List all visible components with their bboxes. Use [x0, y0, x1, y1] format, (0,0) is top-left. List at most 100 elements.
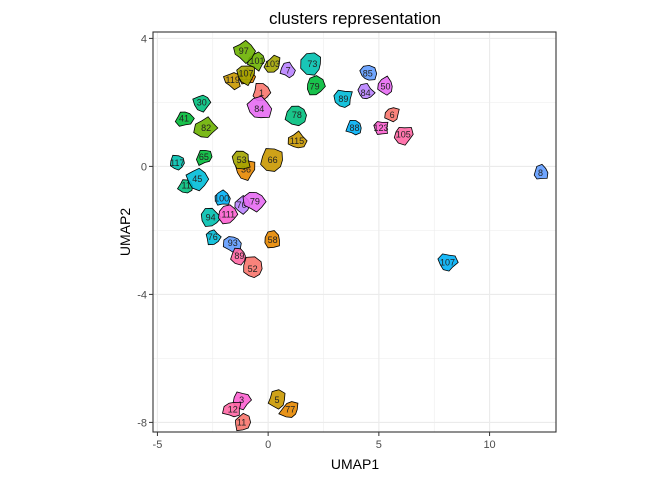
- cluster-115: [287, 130, 308, 149]
- cluster-79: [306, 75, 326, 96]
- cluster-label: 82: [201, 123, 211, 133]
- cluster-label: 100: [214, 193, 229, 203]
- cluster-label: 12: [228, 405, 238, 415]
- cluster-label: 79: [250, 197, 260, 207]
- cluster-label: 76: [208, 232, 218, 242]
- cluster-label: 89: [338, 94, 348, 104]
- cluster-label: 119: [226, 75, 240, 85]
- y-axis-ticks: -8 -4 0 4: [137, 33, 153, 429]
- cluster-label: 117: [170, 158, 184, 168]
- cluster-label: 7: [286, 65, 291, 75]
- x-axis-title: UMAP1: [331, 456, 379, 472]
- cluster-12: [222, 401, 242, 418]
- cluster-11: [235, 412, 252, 432]
- cluster-label: 66: [268, 155, 278, 165]
- y-tick-label: -8: [137, 417, 147, 429]
- cluster-97: [233, 39, 256, 65]
- cluster-105: [393, 126, 414, 146]
- cluster-6: [384, 107, 400, 123]
- cluster-8: [533, 163, 549, 180]
- cluster-label: 65: [199, 152, 209, 162]
- cluster-label: 1: [259, 88, 264, 98]
- plot-panel-border: [152, 31, 557, 433]
- y-tick-label: 0: [141, 161, 147, 173]
- cluster-label: 11: [237, 417, 246, 427]
- cluster-89: [230, 247, 246, 266]
- cluster-107: [437, 253, 459, 272]
- cluster-84: [246, 95, 273, 119]
- cluster-82: [193, 116, 219, 138]
- grid: [153, 32, 556, 432]
- cluster-45: [185, 167, 210, 192]
- cluster-30: [192, 94, 212, 113]
- cluster-label: 45: [192, 174, 202, 184]
- cluster-5: [267, 389, 286, 410]
- cluster-label: 111: [221, 209, 235, 219]
- x-tick-label: 10: [483, 439, 495, 451]
- cluster-85: [359, 64, 378, 81]
- cluster-label: 88: [349, 123, 359, 133]
- cluster-label: 30: [197, 97, 207, 107]
- cluster-label: 123: [374, 123, 389, 133]
- cluster-label: 11: [182, 181, 191, 191]
- cluster-label: 103: [265, 59, 280, 69]
- cluster-label: 8: [538, 168, 543, 178]
- cluster-94: [200, 207, 222, 227]
- cluster-label: 85: [363, 69, 373, 79]
- cluster-label: 36: [241, 165, 251, 175]
- cluster-1: [252, 82, 272, 101]
- cluster-label: 41: [179, 113, 189, 123]
- cluster-label: 101: [250, 56, 265, 66]
- cluster-label: 77: [285, 405, 295, 415]
- cluster-76: [205, 229, 222, 246]
- cluster-119: [222, 72, 241, 91]
- cluster-label: 50: [380, 81, 390, 91]
- y-axis-title: UMAP2: [117, 208, 133, 256]
- cluster-53: [231, 150, 251, 170]
- cluster-123: [373, 121, 389, 135]
- cluster-52: [243, 256, 263, 279]
- cluster-84: [357, 82, 376, 100]
- cluster-label: 70: [237, 200, 247, 210]
- cluster-label: 107: [440, 257, 455, 267]
- cluster-117: [169, 154, 185, 171]
- cluster-label: 93: [228, 238, 238, 248]
- cluster-65: [195, 149, 213, 166]
- cluster-label: 78: [292, 110, 302, 120]
- cluster-label: 107: [238, 69, 253, 79]
- y-tick-label: -4: [137, 289, 147, 301]
- cluster-label: 58: [268, 235, 278, 245]
- cluster-label: 6: [390, 110, 395, 120]
- cluster-66: [260, 148, 283, 172]
- x-tick-label: 0: [265, 439, 271, 451]
- x-axis-ticks: -5 0 5 10: [153, 432, 496, 451]
- cluster-label: 94: [206, 213, 216, 223]
- cluster-111: [218, 204, 239, 225]
- cluster-7: [279, 61, 296, 79]
- cluster-58: [264, 230, 280, 249]
- cluster-79: [242, 191, 267, 213]
- cluster-label: 79: [310, 81, 320, 91]
- cluster-100: [214, 189, 231, 206]
- cluster-50: [377, 75, 393, 96]
- cluster-78: [284, 105, 307, 127]
- y-tick-label: 4: [141, 33, 147, 45]
- cluster-label: 3: [239, 395, 244, 405]
- cluster-41: [174, 111, 195, 127]
- x-tick-label: 5: [376, 439, 382, 451]
- chart-title: clusters representation: [269, 9, 441, 28]
- cluster-label: 84: [361, 88, 371, 98]
- cluster-label: 52: [248, 264, 258, 274]
- cluster-103: [263, 54, 281, 73]
- cluster-label: 115: [290, 136, 304, 146]
- cluster-label: 53: [237, 155, 247, 165]
- cluster-label: 89: [234, 251, 244, 261]
- cluster-89: [333, 89, 353, 108]
- clusters-layer: 1111119107101797873898885845012310563666…: [169, 39, 549, 432]
- x-tick-label: -5: [153, 439, 163, 451]
- cluster-label: 73: [307, 59, 317, 69]
- cluster-label: 105: [396, 129, 411, 139]
- cluster-label: 84: [254, 104, 264, 114]
- cluster-88: [345, 119, 362, 136]
